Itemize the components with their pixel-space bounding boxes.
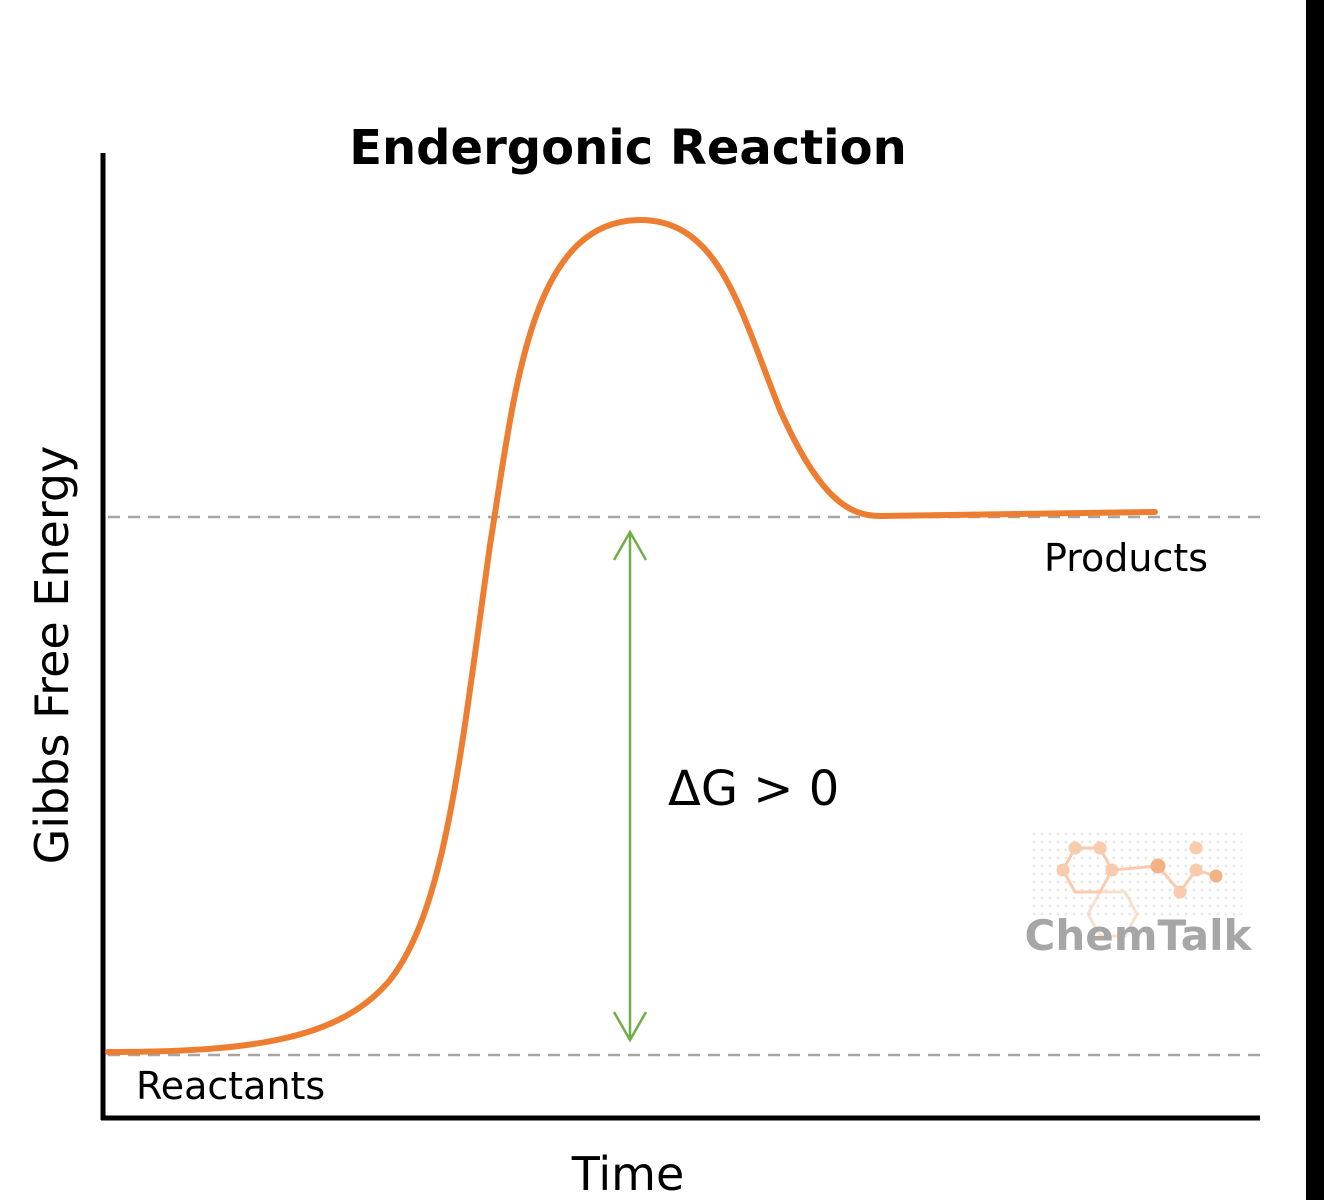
chemtalk-watermark: ChemTalk (1025, 832, 1253, 960)
products-label: Products (1044, 536, 1208, 580)
arrowhead-down-icon (612, 1011, 648, 1043)
x-axis-label: Time (571, 1147, 685, 1200)
delta-g-label: ΔG > 0 (668, 761, 839, 817)
y-axis-label: Gibbs Free Energy (25, 446, 79, 865)
molecule-icon (1056, 841, 1223, 938)
right-edge-border (1306, 0, 1324, 1200)
delta-g-arrow (612, 529, 648, 1043)
watermark-text: ChemTalk (1025, 911, 1253, 960)
reactants-label: Reactants (136, 1064, 325, 1108)
arrowhead-up-icon (612, 529, 648, 561)
energy-curve (105, 216, 1158, 1055)
diagram-title: Endergonic Reaction (349, 120, 907, 176)
